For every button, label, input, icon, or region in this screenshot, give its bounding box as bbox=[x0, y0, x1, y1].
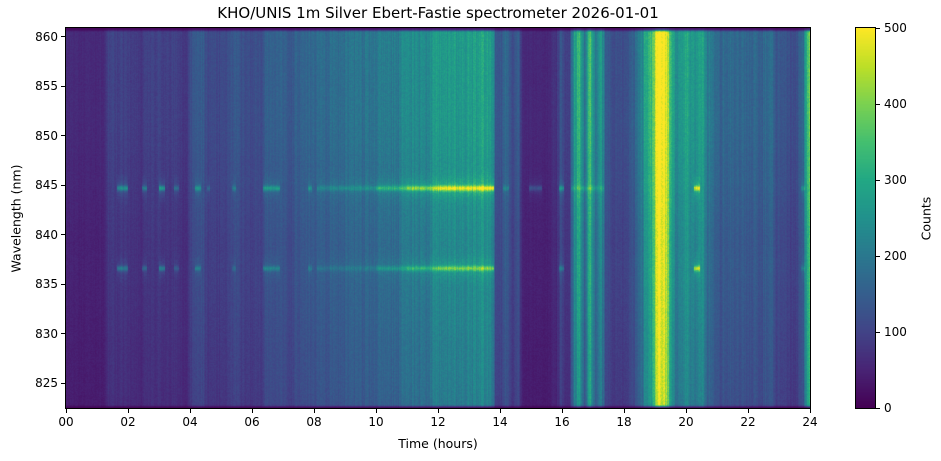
x-axis-label: Time (hours) bbox=[398, 436, 478, 451]
colorbar-tick-label: 300 bbox=[884, 173, 907, 187]
y-tick-label: 840 bbox=[35, 227, 58, 242]
colorbar-tick-label: 100 bbox=[884, 325, 907, 339]
x-tick bbox=[499, 409, 501, 413]
colorbar-tick bbox=[876, 407, 880, 409]
x-tick bbox=[251, 409, 253, 413]
x-tick bbox=[685, 409, 687, 413]
x-tick bbox=[747, 409, 749, 413]
heatmap-canvas bbox=[66, 28, 810, 408]
x-tick bbox=[65, 409, 67, 413]
y-tick-label: 845 bbox=[35, 178, 58, 193]
y-tick bbox=[61, 36, 65, 38]
x-tick bbox=[127, 409, 129, 413]
y-tick bbox=[61, 382, 65, 384]
x-tick-label: 06 bbox=[244, 415, 260, 429]
y-tick-label: 850 bbox=[35, 128, 58, 143]
y-tick bbox=[61, 333, 65, 335]
colorbar-tick-label: 400 bbox=[884, 97, 907, 111]
x-tick-label: 14 bbox=[492, 415, 508, 429]
x-tick-label: 24 bbox=[802, 415, 818, 429]
y-tick-label: 835 bbox=[35, 277, 58, 292]
x-tick bbox=[375, 409, 377, 413]
colorbar bbox=[855, 27, 876, 409]
y-tick bbox=[61, 135, 65, 137]
x-tick-label: 12 bbox=[430, 415, 446, 429]
y-tick bbox=[61, 283, 65, 285]
x-tick bbox=[189, 409, 191, 413]
x-tick-label: 00 bbox=[58, 415, 74, 429]
colorbar-label: Counts bbox=[918, 196, 934, 241]
colorbar-tick-label: 0 bbox=[884, 401, 892, 415]
chart-title: KHO/UNIS 1m Silver Ebert-Fastie spectrom… bbox=[217, 4, 659, 22]
x-tick-label: 20 bbox=[678, 415, 694, 429]
colorbar-tick bbox=[876, 103, 880, 105]
y-tick bbox=[61, 85, 65, 87]
x-tick bbox=[437, 409, 439, 413]
x-tick-label: 08 bbox=[306, 415, 322, 429]
y-tick bbox=[61, 234, 65, 236]
x-tick bbox=[561, 409, 563, 413]
y-tick-label: 825 bbox=[35, 376, 58, 391]
heatmap-plot-area bbox=[65, 27, 811, 409]
x-tick-label: 02 bbox=[120, 415, 136, 429]
y-tick-label: 860 bbox=[35, 29, 58, 44]
y-tick-label: 855 bbox=[35, 79, 58, 94]
colorbar-canvas bbox=[856, 28, 875, 408]
x-tick-label: 16 bbox=[554, 415, 570, 429]
colorbar-tick bbox=[876, 179, 880, 181]
colorbar-tick bbox=[876, 331, 880, 333]
x-tick bbox=[809, 409, 811, 413]
x-tick-label: 22 bbox=[740, 415, 756, 429]
colorbar-tick-label: 200 bbox=[884, 249, 907, 263]
colorbar-tick bbox=[876, 255, 880, 257]
colorbar-tick bbox=[876, 27, 880, 29]
x-tick-label: 04 bbox=[182, 415, 198, 429]
x-tick bbox=[623, 409, 625, 413]
colorbar-tick-label: 500 bbox=[884, 21, 907, 35]
y-tick-label: 830 bbox=[35, 326, 58, 341]
x-tick-label: 10 bbox=[368, 415, 384, 429]
x-tick-label: 18 bbox=[616, 415, 632, 429]
x-tick bbox=[313, 409, 315, 413]
y-tick bbox=[61, 184, 65, 186]
